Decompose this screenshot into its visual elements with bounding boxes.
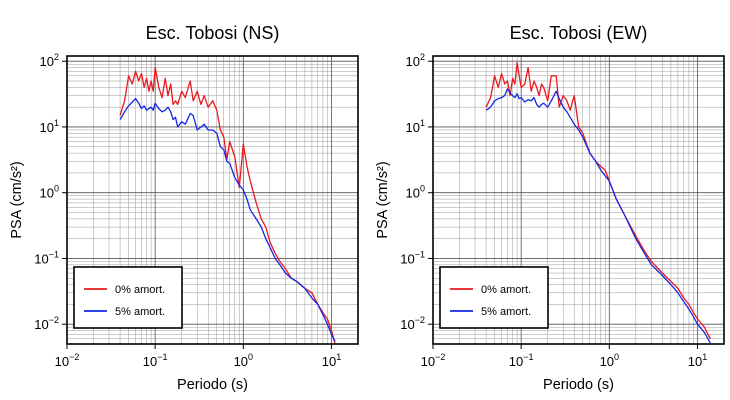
y-tick-label: 10−1 xyxy=(34,249,59,266)
legend-label-damping-0: 0% amort. xyxy=(115,284,165,296)
chart-panel-ew: 10−2 10−1 100 101 10−2 10−1 100 101 102 Esc. Tobo… xyxy=(375,23,725,393)
y-tick-label: 100 xyxy=(406,184,425,201)
grid xyxy=(433,56,724,344)
y-tick-label: 10−2 xyxy=(400,315,425,332)
x-axis-label: Periodo (s) xyxy=(177,377,248,393)
y-axis-label: PSA (cm/s²) xyxy=(9,161,25,238)
series-line-damping-5 xyxy=(485,88,711,344)
x-tick-label: 10−1 xyxy=(509,352,534,369)
x-tick-label: 100 xyxy=(600,352,619,369)
y-tick-label: 101 xyxy=(406,118,425,135)
y-tick-label: 10−2 xyxy=(34,315,59,332)
legend-box xyxy=(439,266,549,329)
x-tick-label: 10−1 xyxy=(143,352,168,369)
series-group xyxy=(485,62,711,344)
chart-panel-ns: 10−2 10−1 100 101 10−2 10−1 100 101 102 Esc. Tobo… xyxy=(9,23,359,393)
plot-frame xyxy=(66,55,359,345)
x-tick-label: 100 xyxy=(234,352,253,369)
legend: 0% amort. 5% amort. xyxy=(439,266,549,329)
chart-title: Esc. Tobosi (EW) xyxy=(510,23,648,43)
x-tick-label: 10−2 xyxy=(55,352,80,369)
y-tick-label: 100 xyxy=(40,184,59,201)
legend-label-damping-5: 5% amort. xyxy=(481,306,531,318)
series-line-damping-0 xyxy=(119,66,336,344)
y-tick-label: 10−1 xyxy=(400,249,425,266)
legend-label-damping-0: 0% amort. xyxy=(481,284,531,296)
x-tick-label: 101 xyxy=(688,352,707,369)
legend-box xyxy=(73,266,183,329)
y-axis-label: PSA (cm/s²) xyxy=(375,161,391,238)
chart-title: Esc. Tobosi (NS) xyxy=(146,23,280,43)
x-tick-label: 10−2 xyxy=(421,352,446,369)
series-group xyxy=(119,66,336,344)
legend: 0% amort. 5% amort. xyxy=(73,266,183,329)
y-tick-label: 102 xyxy=(406,52,425,69)
y-tick-label: 102 xyxy=(40,52,59,69)
legend-label-damping-5: 5% amort. xyxy=(115,306,165,318)
plot-frame xyxy=(432,55,725,345)
x-axis-label: Periodo (s) xyxy=(543,377,614,393)
y-tick-label: 101 xyxy=(40,118,59,135)
x-tick-label: 101 xyxy=(322,352,341,369)
series-line-damping-5 xyxy=(119,97,336,342)
